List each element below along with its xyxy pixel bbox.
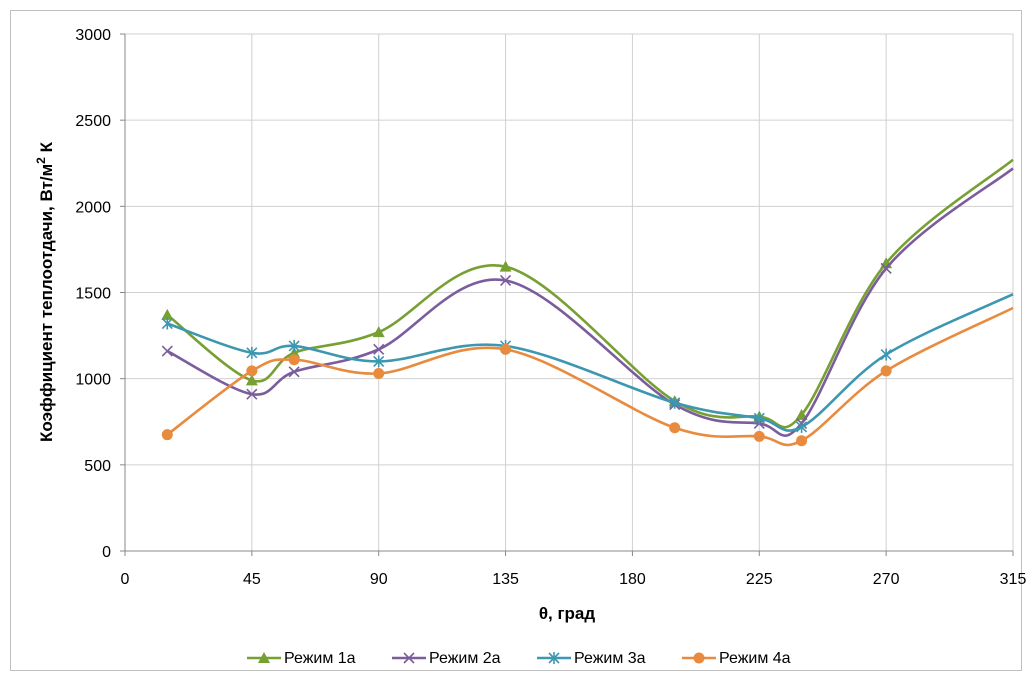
x-tick-labels: 0 45 90 135 180 225 270 315 xyxy=(121,571,1027,588)
legend-label: Режим 4а xyxy=(719,650,791,667)
legend-marker xyxy=(693,652,705,664)
x-axis-title: θ, град xyxy=(539,604,596,623)
x-tick-label: 45 xyxy=(243,571,261,588)
legend-item: Режим 2а xyxy=(392,650,501,667)
series-layer xyxy=(161,158,1014,447)
legend-label: Режим 3а xyxy=(574,650,646,667)
data-point xyxy=(161,345,173,357)
data-point xyxy=(500,343,512,355)
data-point xyxy=(288,366,300,378)
data-point xyxy=(288,354,300,366)
data-point xyxy=(669,396,681,409)
legend-label: Режим 2а xyxy=(429,650,501,667)
data-point xyxy=(246,346,258,359)
data-point xyxy=(373,367,385,379)
data-point xyxy=(372,326,385,338)
data-point xyxy=(880,262,892,274)
data-point xyxy=(753,430,765,442)
y-tick-label: 2500 xyxy=(75,113,111,130)
data-point xyxy=(288,339,300,352)
data-point xyxy=(499,260,512,272)
data-point xyxy=(161,317,173,330)
axes xyxy=(120,33,1014,556)
legend-marker xyxy=(258,652,270,663)
y-tick-label: 3000 xyxy=(75,27,111,44)
data-point xyxy=(880,348,892,361)
y-axis-title: Коэффициент теплоотдачи, Вт/м2 К xyxy=(34,141,56,442)
series-2 xyxy=(161,167,1014,437)
legend-item: Режим 1а xyxy=(247,650,356,667)
y-axis-title-main: Коэффициент теплоотдачи, Вт/м xyxy=(37,164,56,442)
data-point xyxy=(161,308,174,320)
y-tick-labels: 0 500 1000 1500 2000 2500 3000 xyxy=(75,27,111,561)
x-tick-label: 225 xyxy=(746,571,773,588)
series-line xyxy=(166,158,1014,429)
legend-marker xyxy=(548,652,560,664)
legend-label: Режим 1а xyxy=(284,650,356,667)
y-tick-label: 500 xyxy=(84,458,111,475)
legend-item: Режим 3а xyxy=(537,650,646,667)
legend: Режим 1а Режим 2а Режим 3а Режим 4а xyxy=(247,650,791,667)
data-point xyxy=(245,374,258,386)
data-point xyxy=(288,346,301,358)
data-point xyxy=(373,343,385,355)
y-axis-title-tail: К xyxy=(37,141,56,157)
data-point xyxy=(753,412,765,425)
data-point xyxy=(246,365,258,377)
data-point xyxy=(246,388,258,400)
data-point xyxy=(795,408,808,420)
y-tick-label: 1500 xyxy=(75,286,111,303)
data-point xyxy=(796,420,808,433)
series-line xyxy=(166,306,1014,447)
series-1 xyxy=(161,158,1014,429)
data-point xyxy=(161,429,173,441)
series-4 xyxy=(161,306,1014,447)
series-line xyxy=(166,293,1014,432)
x-tick-label: 270 xyxy=(873,571,900,588)
x-tick-label: 135 xyxy=(492,571,519,588)
y-axis-title-superscript: 2 xyxy=(34,157,48,164)
data-point xyxy=(669,422,681,434)
x-tick-label: 315 xyxy=(1000,571,1027,588)
x-tick-label: 90 xyxy=(370,571,388,588)
y-tick-label: 2000 xyxy=(75,199,111,216)
legend-marker xyxy=(403,652,415,664)
x-tick-label: 0 xyxy=(121,571,130,588)
series-3 xyxy=(161,293,1014,433)
gridlines xyxy=(125,33,1014,551)
legend-item: Режим 4а xyxy=(682,650,791,667)
y-tick-label: 1000 xyxy=(75,372,111,389)
y-tick-label: 0 xyxy=(102,544,111,561)
data-point xyxy=(880,365,892,377)
data-point xyxy=(373,355,385,368)
data-point xyxy=(796,435,808,447)
series-line xyxy=(166,167,1014,437)
x-tick-label: 180 xyxy=(619,571,646,588)
data-point xyxy=(500,274,512,287)
